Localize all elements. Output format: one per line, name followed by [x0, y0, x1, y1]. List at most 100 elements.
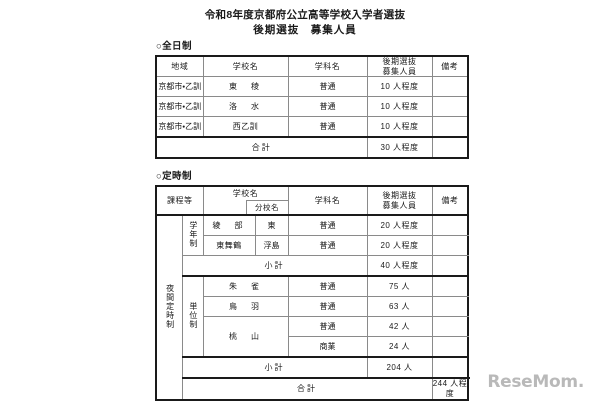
cell-quota: 20 人程度	[366, 235, 433, 256]
cell-course: 普通	[287, 296, 368, 317]
fulltime-section-heading: ○全日制	[156, 41, 192, 52]
table-subtotal-row: 小計 40 人程度	[156, 255, 469, 277]
cell-remarks	[431, 275, 469, 297]
cell-program-label: 夜間定時制	[155, 214, 183, 401]
cell-remarks	[431, 235, 469, 256]
cell-school: 東 稜	[202, 76, 289, 97]
table-subtotal-row: 小計 204 人	[156, 356, 469, 379]
cell-region: 京都市・乙訓	[155, 76, 204, 97]
cell-quota: 63 人	[366, 296, 433, 317]
table-row: 京都市・乙訓 西乙訓 普通 10 人程度	[155, 116, 469, 138]
cell-quota: 75 人	[366, 275, 433, 297]
cell-course: 普通	[287, 275, 368, 297]
total-label: 合計	[155, 136, 368, 159]
subtotal-quota: 204 人	[366, 356, 433, 379]
cell-course: 普通	[287, 214, 368, 236]
cell-school: 東舞鶴	[202, 235, 256, 256]
column-header-quota: 後期選抜 募集人員	[366, 185, 433, 216]
cell-course: 普通	[287, 235, 368, 256]
cell-region: 京都市・乙訓	[155, 116, 204, 138]
cell-group-label-tani: 単位制	[181, 275, 204, 358]
column-header-quota: 後期選抜 募集人員	[366, 55, 433, 77]
cell-school: 朱 雀	[202, 275, 289, 297]
subtotal-remarks	[431, 356, 469, 379]
watermark-suffix: .	[577, 372, 584, 392]
page-title-line2: 後期選抜 募集人員	[253, 24, 357, 37]
table-row: 鳥 羽 普通 63 人	[156, 296, 469, 317]
cell-course: 普通	[287, 96, 368, 117]
column-header-region: 地域	[155, 55, 204, 77]
total-remarks	[431, 136, 469, 159]
column-header-school: 学校名	[202, 55, 289, 77]
cell-branch: 東	[254, 214, 289, 236]
cell-quota: 10 人程度	[366, 76, 433, 97]
cell-school: 鳥 羽	[202, 296, 289, 317]
cell-school: 桃 山	[202, 316, 289, 358]
column-header-course: 学科名	[287, 55, 368, 77]
column-header-quota-line1: 後期選抜	[382, 57, 417, 67]
subtotal-label: 小計	[181, 356, 368, 379]
cell-quota: 24 人	[366, 336, 433, 358]
subtotal-remarks	[431, 255, 469, 277]
cell-remarks	[431, 316, 469, 337]
cell-course: 普通	[287, 316, 368, 337]
cell-region: 京都市・乙訓	[155, 96, 204, 117]
cell-group-label-gakunen: 学年制	[181, 214, 204, 256]
cell-branch: 浮島	[254, 235, 289, 256]
school-branch-header-split: 学校名 分校名	[204, 187, 288, 214]
program-label-text: 夜間定時制	[165, 283, 175, 329]
subtotal-label: 小計	[181, 255, 368, 277]
table-header-row: 課程等 学校名 分校名 学科名 後期選抜 募集人員 備考	[155, 185, 469, 216]
column-header-program: 課程等	[155, 185, 204, 216]
cell-remarks	[431, 96, 469, 117]
cell-remarks	[431, 296, 469, 317]
watermark: ReseMom.	[487, 372, 584, 392]
group-label-text: 学年制	[188, 220, 198, 248]
cell-remarks	[431, 336, 469, 358]
parttime-section-heading: ○定時制	[156, 171, 192, 182]
cell-quota: 42 人	[366, 316, 433, 337]
column-header-school: 学校名	[232, 189, 259, 198]
column-header-quota-line1: 後期選抜	[382, 191, 417, 201]
page-title: 令和8年度京都府公立高等学校入学者選抜 後期選抜 募集人員	[0, 0, 610, 38]
cell-school: 西乙訓	[202, 116, 289, 138]
subtotal-quota: 40 人程度	[366, 255, 433, 277]
table-total-row: 合計 244 人程度	[156, 377, 469, 401]
cell-course: 商業	[287, 336, 368, 358]
cell-remarks	[431, 76, 469, 97]
column-header-remarks: 備考	[431, 55, 469, 77]
cell-remarks	[431, 214, 469, 236]
cell-quota: 10 人程度	[366, 116, 433, 138]
parttime-section: ○定時制 課程等 学校名 分校名 学科名	[155, 168, 469, 401]
total-quota: 30 人程度	[366, 136, 433, 159]
total-label: 合計	[181, 377, 433, 401]
table-row: 商業 24 人	[156, 336, 469, 358]
table-row: 京都市・乙訓 東 稜 普通 10 人程度	[155, 76, 469, 97]
cell-course: 普通	[287, 76, 368, 97]
fulltime-section: ○全日制 地域 学校名 学科名 後期選抜 募集人員 備考 京都市・乙訓	[155, 38, 469, 159]
fulltime-table: 地域 学校名 学科名 後期選抜 募集人員 備考 京都市・乙訓 東 稜 普通 10…	[155, 55, 469, 159]
table-header-row: 地域 学校名 学科名 後期選抜 募集人員 備考	[155, 55, 469, 77]
page-title-line1: 令和8年度京都府公立高等学校入学者選抜	[204, 9, 406, 21]
column-header-quota-line2: 募集人員	[382, 200, 417, 210]
column-header-remarks: 備考	[431, 185, 469, 216]
column-header-branch: 分校名	[245, 200, 288, 214]
cell-school: 洛 水	[202, 96, 289, 117]
column-header-quota-line2: 募集人員	[382, 66, 417, 76]
table-row: 京都市・乙訓 洛 水 普通 10 人程度	[155, 96, 469, 117]
cell-remarks	[431, 116, 469, 138]
column-header-course: 学科名	[287, 185, 368, 216]
table-row: 夜間定時制 学年制 綾 部 東 普通 20 人程度	[155, 214, 469, 401]
column-header-school-group: 学校名 分校名	[202, 185, 289, 216]
table-row: 単位制 朱 雀 普通 75 人	[156, 275, 469, 358]
cell-school: 綾 部	[202, 214, 256, 236]
parttime-table: 課程等 学校名 分校名 学科名 後期選抜 募集人員 備考 夜間定時制	[155, 185, 469, 401]
watermark-text: ReseMom	[487, 372, 578, 392]
table-row: 東舞鶴 浮島 普通 20 人程度	[156, 235, 469, 256]
cell-quota: 10 人程度	[366, 96, 433, 117]
cell-course: 普通	[287, 116, 368, 138]
cell-quota: 20 人程度	[366, 214, 433, 236]
total-quota: 244 人程度	[431, 377, 469, 401]
table-row: 桃 山 普通 42 人	[156, 316, 469, 358]
group-label-text: 単位制	[188, 301, 198, 329]
